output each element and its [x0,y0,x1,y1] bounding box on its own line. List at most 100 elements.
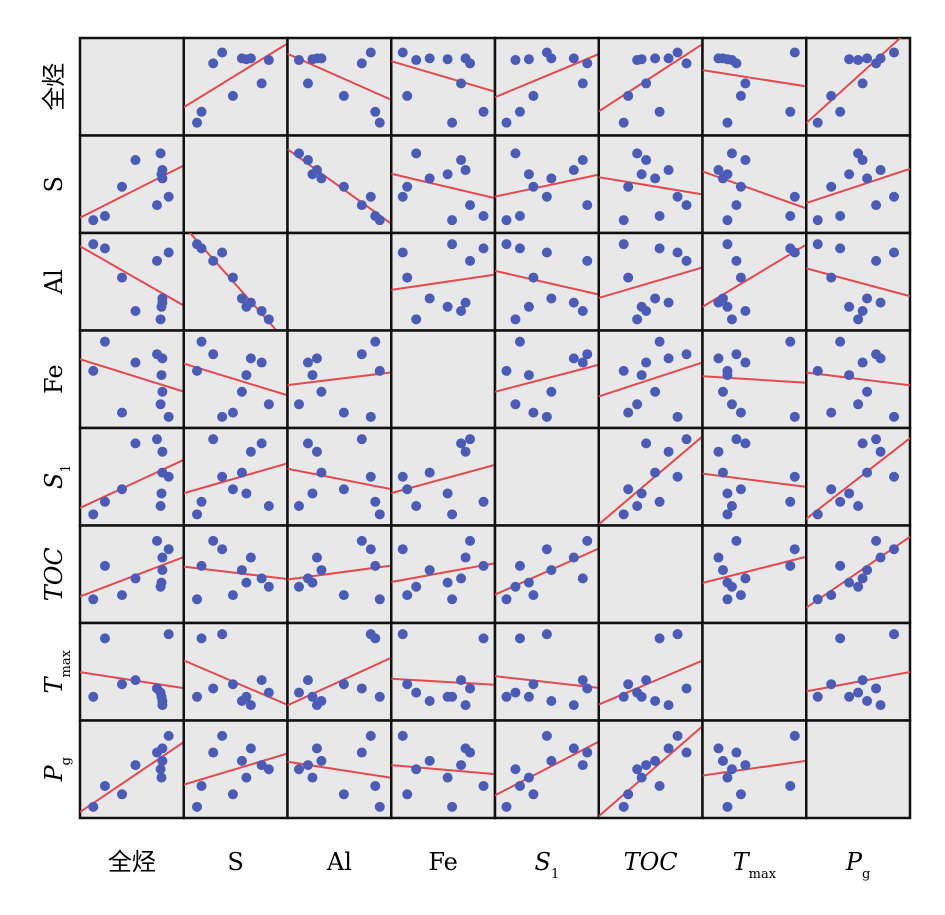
label-sub: max [749,867,777,882]
point [632,55,643,66]
point [523,370,534,381]
point [623,181,634,192]
point [501,365,512,376]
point [875,53,886,64]
point [618,215,629,226]
point [196,633,207,644]
panel-marks [183,336,288,422]
point [245,743,256,754]
variable-label: 全烃 [108,848,156,876]
point [717,565,728,576]
point [514,780,525,791]
point [163,191,174,202]
point [735,484,746,495]
point [731,434,742,445]
panel [182,524,289,625]
point [293,55,304,66]
point [857,573,868,584]
point [256,305,267,316]
point [528,90,539,101]
point [546,695,557,706]
point [163,544,174,555]
panel-marks [183,629,288,711]
point [681,349,692,360]
point [740,357,751,368]
point [726,764,737,775]
point [447,215,458,226]
fit-line [391,562,495,584]
point [889,191,900,202]
point [374,365,385,376]
point [241,577,252,588]
point [514,243,525,254]
point [501,691,512,702]
point [465,200,476,211]
point [208,434,219,445]
fit-line [598,361,703,398]
point [722,370,733,381]
point [152,434,163,445]
panel-marks [287,730,392,812]
point [256,78,267,89]
point [456,760,467,771]
point [236,467,247,478]
point [442,301,453,312]
point [356,535,367,546]
panel-marks [287,434,392,520]
point [654,106,665,117]
point [510,581,521,592]
point [316,755,327,766]
panel-marks [598,725,703,818]
point [862,386,873,397]
point [618,801,629,812]
point [117,484,128,495]
point [623,789,634,800]
point [411,148,422,159]
point [302,438,313,449]
point [650,386,661,397]
panel-marks [287,47,392,128]
point [424,293,435,304]
point [163,411,174,422]
point [510,55,521,66]
variable-label: Fe [428,848,458,876]
point [163,629,174,640]
label-text: 全烃 [40,63,68,111]
point [632,314,643,325]
point [731,535,742,546]
point [713,353,724,364]
point [356,434,367,445]
point [478,780,489,791]
point [735,181,746,192]
point [641,78,652,89]
label-text: S [227,848,243,876]
point [356,747,367,758]
point [424,695,435,706]
point [514,210,525,221]
point [311,446,322,457]
point [365,471,376,482]
panel-marks [598,434,703,526]
point [785,560,796,571]
point [256,438,267,449]
variable-label: TOC [624,848,678,876]
panel [597,524,704,625]
point [514,106,525,117]
point [196,496,207,507]
point [514,633,525,644]
point [241,370,252,381]
point [263,314,274,325]
point [826,407,837,418]
point [263,687,274,698]
point [117,789,128,800]
point [632,399,643,410]
point [740,78,751,89]
point [510,687,521,698]
point [447,509,458,520]
point [356,58,367,69]
point [789,47,800,58]
point [717,386,728,397]
point [812,594,823,605]
point [857,357,868,368]
panel-marks [702,336,807,422]
